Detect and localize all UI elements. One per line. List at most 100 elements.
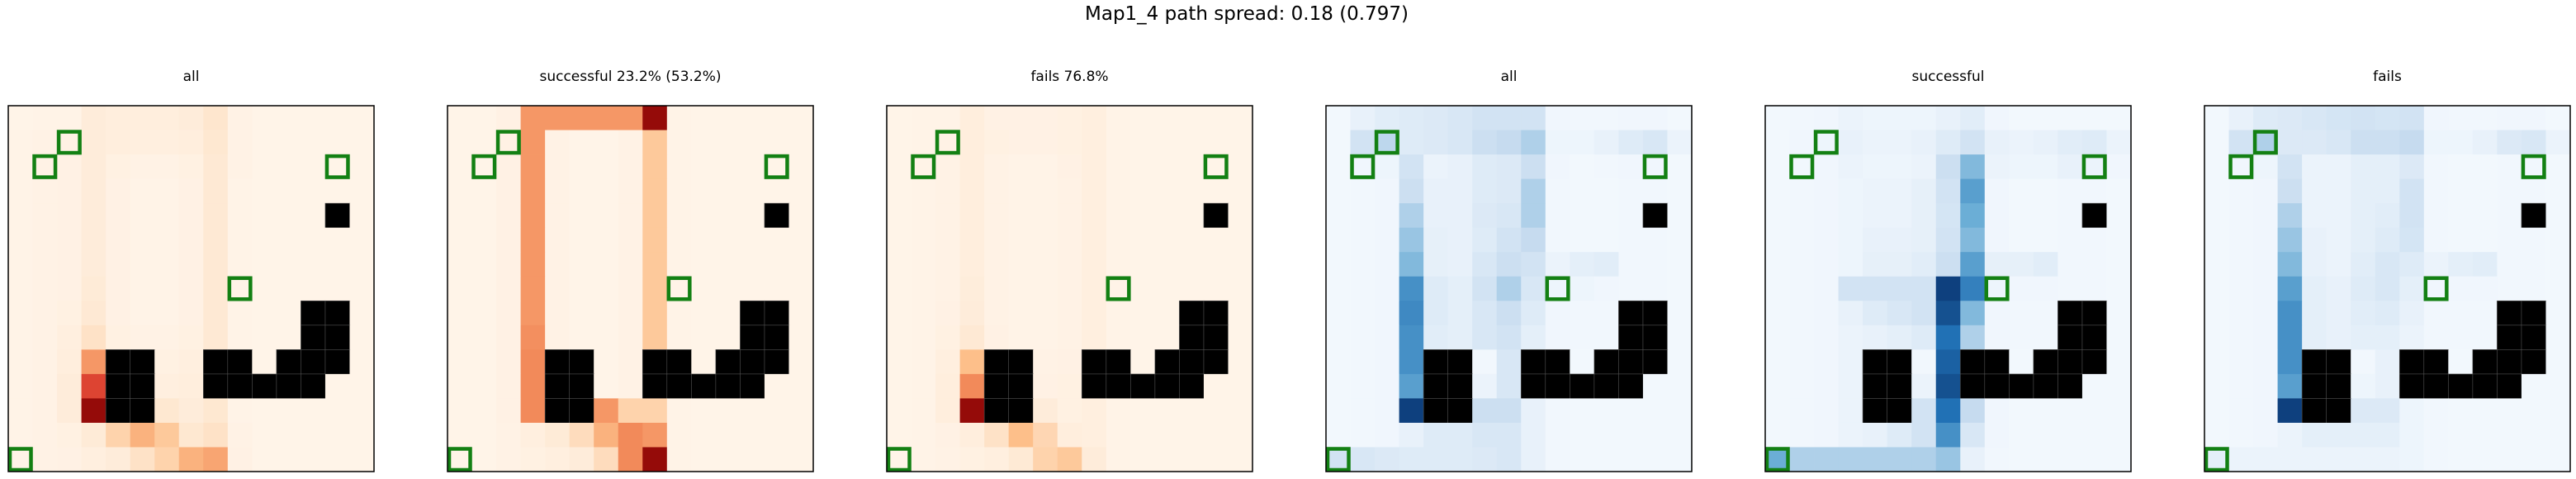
- heat-cell: [324, 447, 350, 472]
- heat-cell: [1033, 130, 1058, 155]
- heat-cell: [691, 349, 717, 375]
- heat-cell: [642, 325, 668, 350]
- heat-cell: [715, 301, 741, 326]
- heat-cell: [666, 447, 692, 472]
- heat-cell: [2228, 178, 2254, 204]
- heat-cell: [520, 447, 546, 472]
- heat-cell: [1618, 252, 1644, 277]
- heat-cell: [788, 447, 814, 472]
- heat-cell: [57, 276, 82, 301]
- heat-cell: [569, 325, 594, 350]
- heat-cell: [1765, 106, 1790, 130]
- heat-cell: [594, 154, 619, 179]
- heat-cell: [2106, 276, 2132, 301]
- heat-cell: [1057, 227, 1082, 253]
- heat-cell: [1472, 252, 1498, 277]
- heat-cell: [569, 276, 594, 301]
- heat-cell: [1789, 203, 1815, 229]
- heat-cell: [2448, 447, 2474, 472]
- obstacle-cell: [2497, 349, 2522, 375]
- heat-cell: [57, 398, 82, 424]
- heat-cell: [1960, 252, 1986, 277]
- heat-cell: [1593, 252, 1619, 277]
- heat-cell: [691, 422, 717, 448]
- heat-cell: [1447, 422, 1473, 448]
- heat-cell: [666, 130, 692, 155]
- obstacle-cell: [130, 398, 155, 424]
- heat-cell: [1521, 325, 1546, 350]
- heat-cell: [2009, 447, 2034, 472]
- heat-cell: [2253, 373, 2278, 399]
- heat-cell: [1472, 154, 1498, 179]
- heat-cell: [2497, 276, 2522, 301]
- heat-cell: [2423, 276, 2449, 301]
- obstacle-cell: [2033, 373, 2059, 400]
- heat-cell: [1496, 422, 1522, 448]
- heat-cell: [740, 130, 765, 155]
- target-marker: [324, 154, 350, 179]
- heat-cell: [1130, 301, 1156, 326]
- heat-cell: [471, 178, 497, 204]
- heat-cell: [2375, 276, 2400, 301]
- heat-cell: [301, 276, 326, 301]
- heat-cell: [2302, 447, 2327, 472]
- heat-cell: [2472, 227, 2498, 253]
- heat-cell: [1642, 178, 1668, 204]
- obstacle-cell: [252, 373, 277, 400]
- heat-cell: [301, 227, 326, 253]
- heat-cell: [1984, 154, 2010, 179]
- panel-frame: [886, 105, 1253, 472]
- heat-cell: [1887, 325, 1912, 350]
- heat-cell: [2228, 422, 2254, 448]
- heat-cell: [252, 325, 277, 350]
- heat-cell: [178, 301, 204, 326]
- obstacle-cell: [1423, 349, 1449, 375]
- obstacle-cell: [569, 349, 594, 375]
- heat-cell: [447, 252, 472, 277]
- heat-cell: [911, 325, 936, 350]
- target-marker: [886, 447, 912, 472]
- heat-cell: [642, 178, 668, 204]
- heat-cell: [1570, 398, 1595, 424]
- heat-cell: [2497, 178, 2522, 204]
- heat-cell: [178, 422, 204, 448]
- heat-cell: [1228, 130, 1253, 155]
- heat-cell: [959, 373, 985, 399]
- heat-cell: [911, 349, 936, 375]
- heatmap-panel: all: [7, 69, 375, 472]
- heat-cell: [691, 154, 717, 179]
- heat-cell: [569, 203, 594, 229]
- heat-cell: [1863, 301, 1888, 326]
- heat-cell: [911, 130, 936, 155]
- heat-cell: [1228, 301, 1253, 326]
- heat-cell: [740, 252, 765, 277]
- heat-cell: [2351, 130, 2376, 155]
- heat-cell: [1106, 398, 1131, 424]
- heat-cell: [618, 203, 643, 229]
- heat-cell: [1814, 178, 1839, 204]
- heat-cell: [57, 325, 82, 350]
- obstacle-cell: [301, 325, 326, 351]
- heat-cell: [642, 252, 668, 277]
- heat-cell: [2521, 106, 2546, 130]
- obstacle-cell: [1618, 373, 1644, 400]
- heat-cell: [2351, 398, 2376, 424]
- heat-cell: [2375, 325, 2400, 350]
- heat-cell: [618, 349, 643, 375]
- heat-cell: [1082, 252, 1107, 277]
- heat-cell: [1642, 106, 1668, 130]
- heat-cell: [959, 130, 985, 155]
- heat-cell: [1593, 276, 1619, 301]
- heat-cell: [1814, 301, 1839, 326]
- heat-cell: [887, 252, 912, 277]
- heat-cell: [1593, 398, 1619, 424]
- heat-cell: [447, 276, 472, 301]
- heat-cell: [227, 447, 253, 472]
- heat-cell: [1472, 178, 1498, 204]
- heat-cell: [1667, 154, 1693, 179]
- heat-cell: [2228, 325, 2254, 350]
- heat-cell: [276, 252, 301, 277]
- heat-cell: [2545, 227, 2571, 253]
- heat-cell: [1887, 203, 1912, 229]
- heat-cell: [1887, 301, 1912, 326]
